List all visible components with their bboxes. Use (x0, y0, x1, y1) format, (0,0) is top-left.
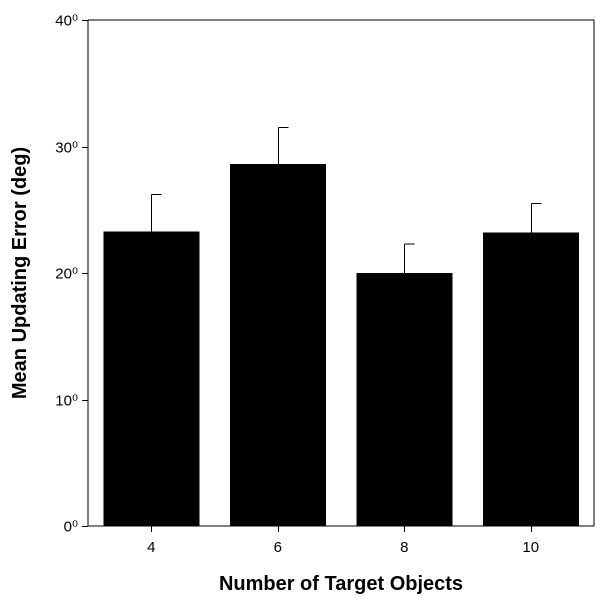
y-tick-label: 20⁰ (55, 266, 78, 283)
x-axis-title: Number of Target Objects (219, 573, 463, 595)
y-tick-label: 10⁰ (55, 393, 78, 410)
y-tick-label: 40⁰ (55, 13, 78, 30)
y-axis-ticks: 0⁰ 10⁰ 20⁰ 30⁰ 40⁰ (55, 13, 88, 536)
bar (229, 164, 326, 526)
y-axis-title: Mean Updating Error (deg) (9, 147, 31, 399)
x-tick-label: 10 (522, 539, 539, 556)
x-tick-label: 4 (147, 539, 155, 556)
bar (482, 232, 579, 526)
x-axis-ticks: 4 6 8 10 (147, 526, 539, 556)
plot-area: 0⁰ 10⁰ 20⁰ 30⁰ 40⁰ 4 6 8 10 (55, 13, 595, 556)
bar (103, 231, 200, 527)
bars (103, 127, 579, 527)
x-tick-label: 8 (400, 539, 408, 556)
y-tick-label: 30⁰ (55, 140, 78, 157)
y-tick-label: 0⁰ (64, 519, 78, 536)
x-tick-label: 6 (274, 539, 282, 556)
bar (356, 273, 453, 526)
